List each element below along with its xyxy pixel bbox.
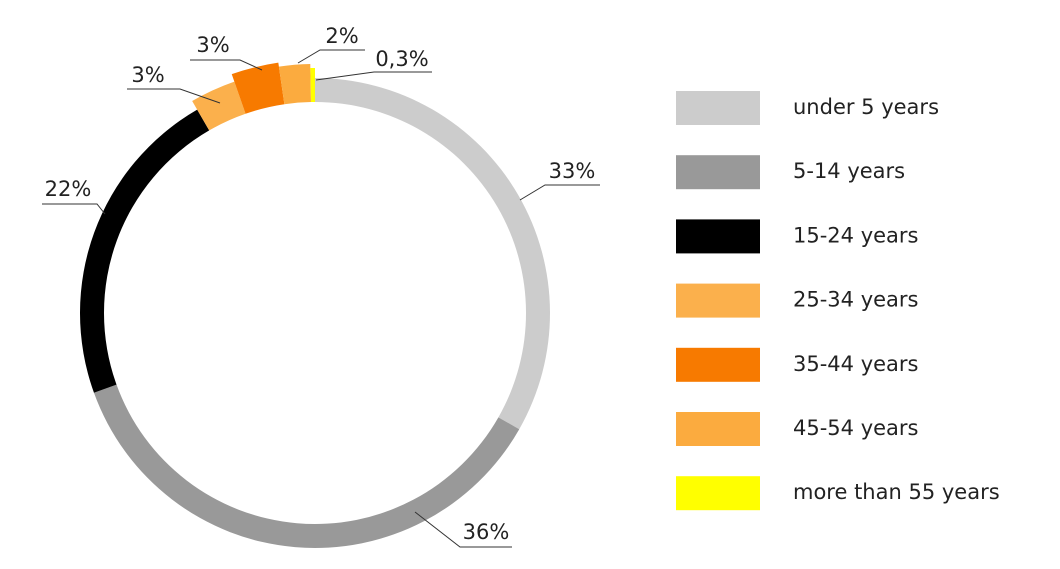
donut-slice (79, 109, 210, 393)
data-label: 33% (549, 159, 596, 183)
legend-swatch (676, 155, 760, 190)
donut-slice (315, 78, 550, 430)
data-label: 22% (45, 177, 92, 201)
legend-label: 5-14 years (793, 159, 905, 183)
donut-slice (278, 64, 311, 105)
legend-label: 15-24 years (793, 223, 919, 247)
donut-slice (310, 68, 315, 103)
legend-label: 25-34 years (793, 288, 919, 312)
legend-swatch (676, 347, 760, 382)
legend-swatch (676, 476, 760, 511)
legend-label: 35-44 years (793, 352, 919, 376)
leader-line (297, 49, 365, 64)
donut-slice (192, 81, 246, 131)
legend-label: 45-54 years (793, 416, 919, 440)
leader-line (519, 184, 600, 201)
leader-line (414, 511, 512, 548)
legend-swatch (676, 412, 760, 446)
legend-label: under 5 years (793, 95, 939, 119)
leader-line (315, 71, 432, 81)
leader-line (190, 59, 263, 71)
donut-slice (231, 62, 285, 114)
leader-line (42, 203, 106, 215)
data-label: 2% (325, 24, 358, 48)
data-label: 3% (196, 33, 229, 57)
donut-slice (93, 384, 520, 548)
legend-swatch (676, 283, 760, 318)
data-label: 36% (463, 520, 510, 544)
data-label: 3% (131, 63, 164, 87)
legend-swatch (676, 91, 760, 125)
legend-swatch (676, 219, 760, 254)
legend-label: more than 55 years (793, 480, 1000, 504)
leader-line (127, 88, 221, 104)
data-label: 0,3% (375, 47, 428, 71)
